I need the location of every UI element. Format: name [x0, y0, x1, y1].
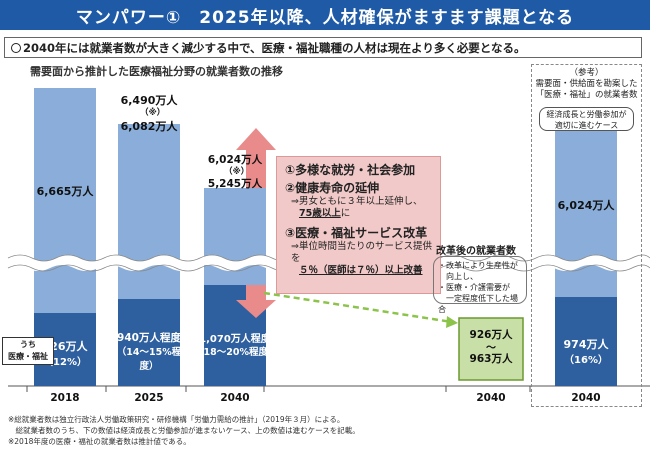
data-label-medical-2025-share: （14～15%程度） [116, 347, 182, 372]
bar-ref-medical-2040 [555, 297, 617, 386]
callout-text-3a: ⇒単位時間当たりのサービス提供を [291, 241, 432, 264]
reform-note: ・改革により生産性が 向上し、 ・医療・介護需要が 一定程度低下した場合 [433, 256, 527, 314]
callout-heading-2: ②健康寿命の延伸 [285, 181, 380, 195]
data-label-total-2040-high: 6,024万人 [207, 154, 263, 166]
summary-box: 2040年には就業者数が大きく減少する中で、医療・福祉職種の人材は現在より多く必… [4, 37, 642, 58]
callout-heading-1: ①多様な就労・社会参加 [285, 163, 416, 177]
x-tick-label: 2018 [50, 392, 80, 404]
reform-callout: ①多様な就労・社会参加 ②健康寿命の延伸 ⇒男女ともに３年以上延伸し、 75歳以… [276, 156, 441, 294]
reference-box [531, 64, 642, 407]
footnotes: ※総就業者数は独立行政法人労働政策研究・研修機構「労働力需給の推計」（2019年… [8, 415, 360, 446]
x-tick-label: 2040 [476, 392, 506, 404]
data-label-ref-medical-share: （16%） [564, 355, 608, 366]
reference-case-pill: 経済成長と労働参加が 適切に進むケース [539, 107, 634, 131]
data-label-medical-2025: 940万人程度 [117, 332, 181, 344]
callout-heading-3: ③医療・福祉サービス改革 [285, 226, 428, 240]
legend-medical-tag: うち 医療・福祉 [2, 337, 54, 365]
reform-label: 改革後の就業者数 [436, 246, 516, 257]
data-label-medical-2040: 1,070万人程度 [199, 334, 271, 345]
x-tick-label: 2040 [571, 392, 601, 404]
range-mark-2025: （※） [140, 108, 166, 118]
bar-medical-2025 [118, 299, 180, 386]
data-label-total-2025-low: 6,082万人 [120, 120, 178, 133]
data-label-reform-high: 926万人 [469, 329, 513, 341]
reference-heading: （参考） 需要面・供給面を勘案した 「医療・福祉」の就業者数 [535, 68, 638, 100]
data-label-ref-total: 6,024万人 [557, 199, 615, 212]
reform-dashed-line [263, 291, 453, 324]
callout-text-2a: ⇒男女ともに３年以上延伸し、 [291, 196, 423, 207]
bar-reform-2040 [458, 317, 524, 381]
data-label-total-2025-high: 6,490万人 [120, 94, 178, 107]
data-label-medical-2040-share: （18～20%程度） [194, 347, 278, 358]
data-label-ref-medical: 974万人 [563, 338, 609, 351]
callout-text-3b: ５％（医師は７％）以上改善 [299, 265, 423, 276]
callout-text-2c: に [340, 208, 351, 219]
page-title: マンパワー① 2025年以降、人材確保がますます課題となる [0, 0, 650, 30]
callout-text-2b: 75歳以上 [299, 208, 341, 219]
bar-total-2040 [204, 188, 266, 263]
bar-total-2025 [118, 124, 180, 263]
up-arrow-icon [236, 128, 276, 188]
bar-ref-total-2040 [555, 130, 617, 263]
reform-arrow-icon [446, 316, 458, 328]
x-tick-label: 2040 [220, 392, 250, 404]
reform-range-mark: ～ [486, 343, 496, 354]
data-label-total-2040-low: 5,245万人 [207, 178, 263, 190]
summary-text: 2040年には就業者数が大きく減少する中で、医療・福祉職種の人材は現在より多く必… [23, 40, 526, 55]
range-mark-2040: （※） [224, 167, 250, 177]
bar-total-2018 [34, 88, 96, 263]
circle-icon [11, 42, 21, 53]
chart-title: 需要面から推計した医療福祉分野の就業者数の推移 [30, 65, 283, 78]
data-label-reform-low: 963万人 [469, 353, 513, 365]
data-label-medical-2018-share: （12%） [43, 357, 87, 368]
x-tick-label: 2025 [134, 392, 164, 404]
data-label-total-2018: 6,665万人 [36, 185, 94, 198]
